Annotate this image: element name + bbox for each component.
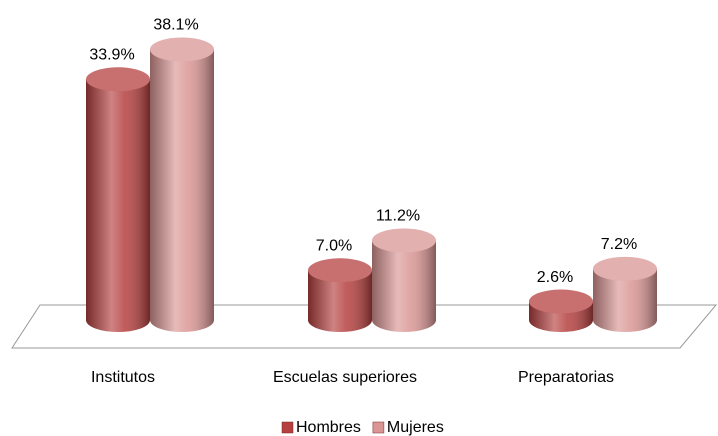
bar-top-shade — [86, 67, 150, 92]
bar-top-shade — [593, 256, 657, 281]
bar-shade — [593, 268, 657, 332]
bar-shade — [308, 270, 372, 332]
bar-top-shade — [150, 37, 214, 62]
legend-label: Hombres — [296, 419, 361, 436]
bar-top-shade — [372, 228, 436, 253]
value-label: 7.0% — [316, 238, 352, 255]
x-tick-label: Escuelas superiores — [273, 369, 417, 386]
value-label: 33.9% — [89, 47, 134, 64]
value-label: 7.2% — [601, 236, 637, 253]
legend-swatch — [372, 421, 385, 434]
bar-top — [529, 289, 593, 314]
bar-top — [372, 228, 436, 253]
bar-shade — [150, 49, 214, 333]
value-label: 38.1% — [153, 17, 198, 34]
bar-top — [150, 37, 214, 62]
value-label: 2.6% — [537, 269, 573, 286]
bar-top-shade — [308, 258, 372, 283]
bar-top-shade — [529, 289, 593, 314]
legend-swatch — [281, 421, 294, 434]
bar-top — [308, 258, 372, 283]
x-tick-label: Preparatorias — [518, 369, 614, 386]
legend-label: Mujeres — [387, 419, 444, 436]
x-tick-label: Institutos — [91, 369, 155, 386]
bar-top — [86, 67, 150, 92]
bar-top — [593, 256, 657, 281]
value-label: 11.2% — [376, 208, 420, 225]
bar-shade — [86, 79, 150, 332]
bar-shade — [372, 240, 436, 332]
